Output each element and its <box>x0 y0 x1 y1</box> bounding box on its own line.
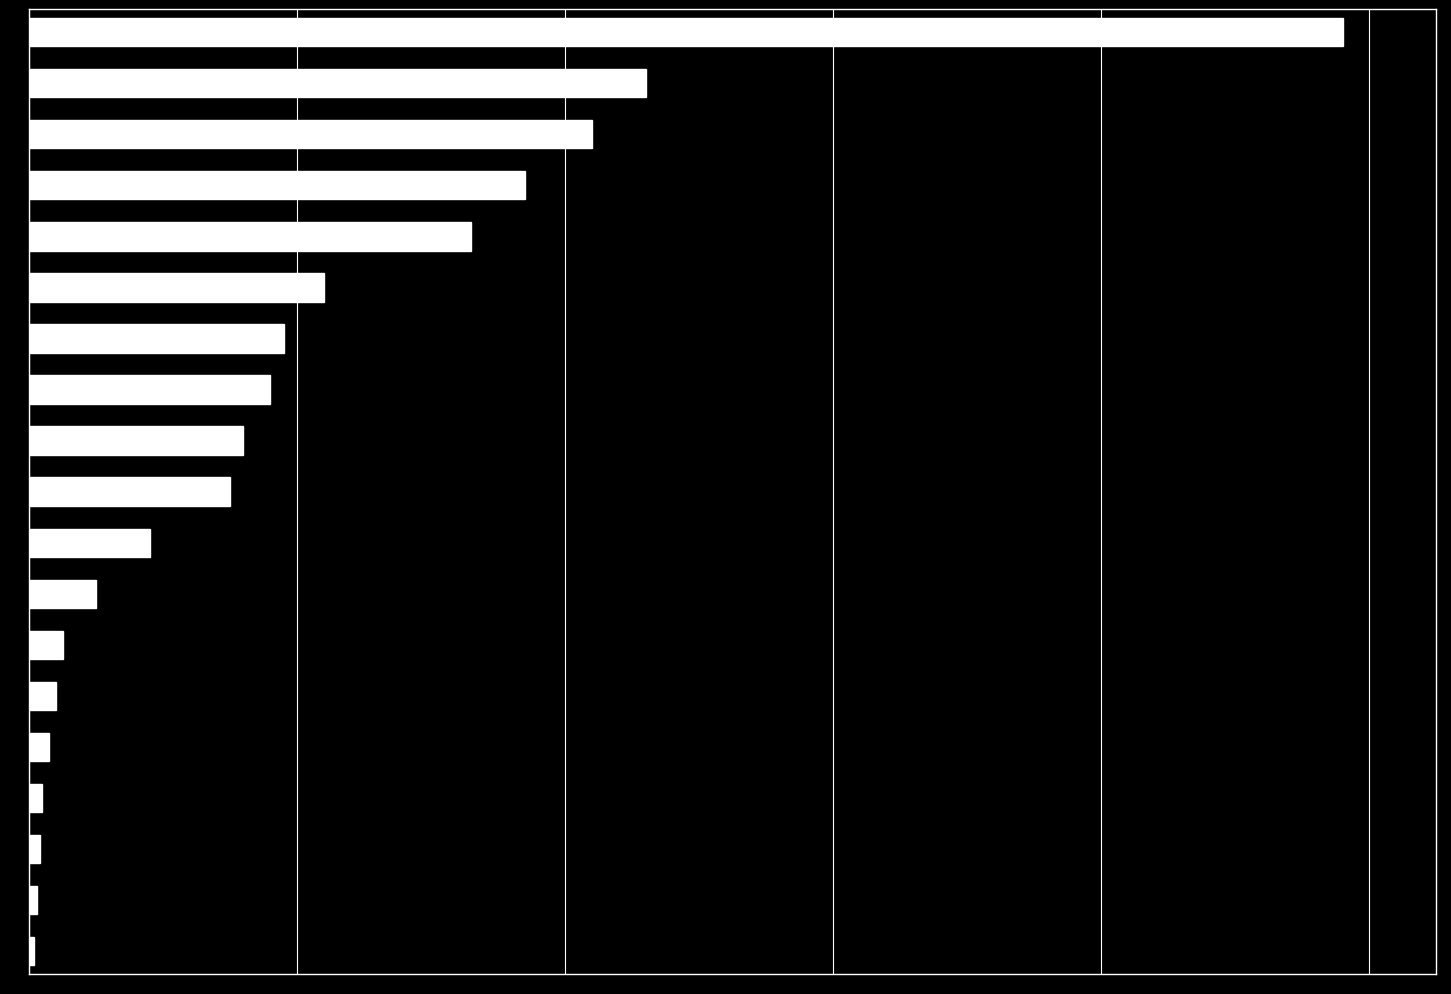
Bar <box>29 886 38 913</box>
Bar <box>29 427 244 455</box>
Bar <box>29 631 62 659</box>
Bar <box>29 325 284 353</box>
Bar <box>29 835 39 863</box>
Bar <box>29 224 472 251</box>
Bar <box>29 478 231 506</box>
Bar <box>29 682 55 710</box>
Bar <box>29 936 35 964</box>
Bar <box>29 783 42 812</box>
Bar <box>29 580 96 608</box>
Bar <box>29 71 646 98</box>
Bar <box>29 733 49 760</box>
Bar <box>29 172 525 201</box>
Bar <box>29 529 149 557</box>
Bar <box>29 376 270 405</box>
Bar <box>29 274 324 302</box>
Bar <box>29 20 1342 48</box>
Bar <box>29 121 592 149</box>
